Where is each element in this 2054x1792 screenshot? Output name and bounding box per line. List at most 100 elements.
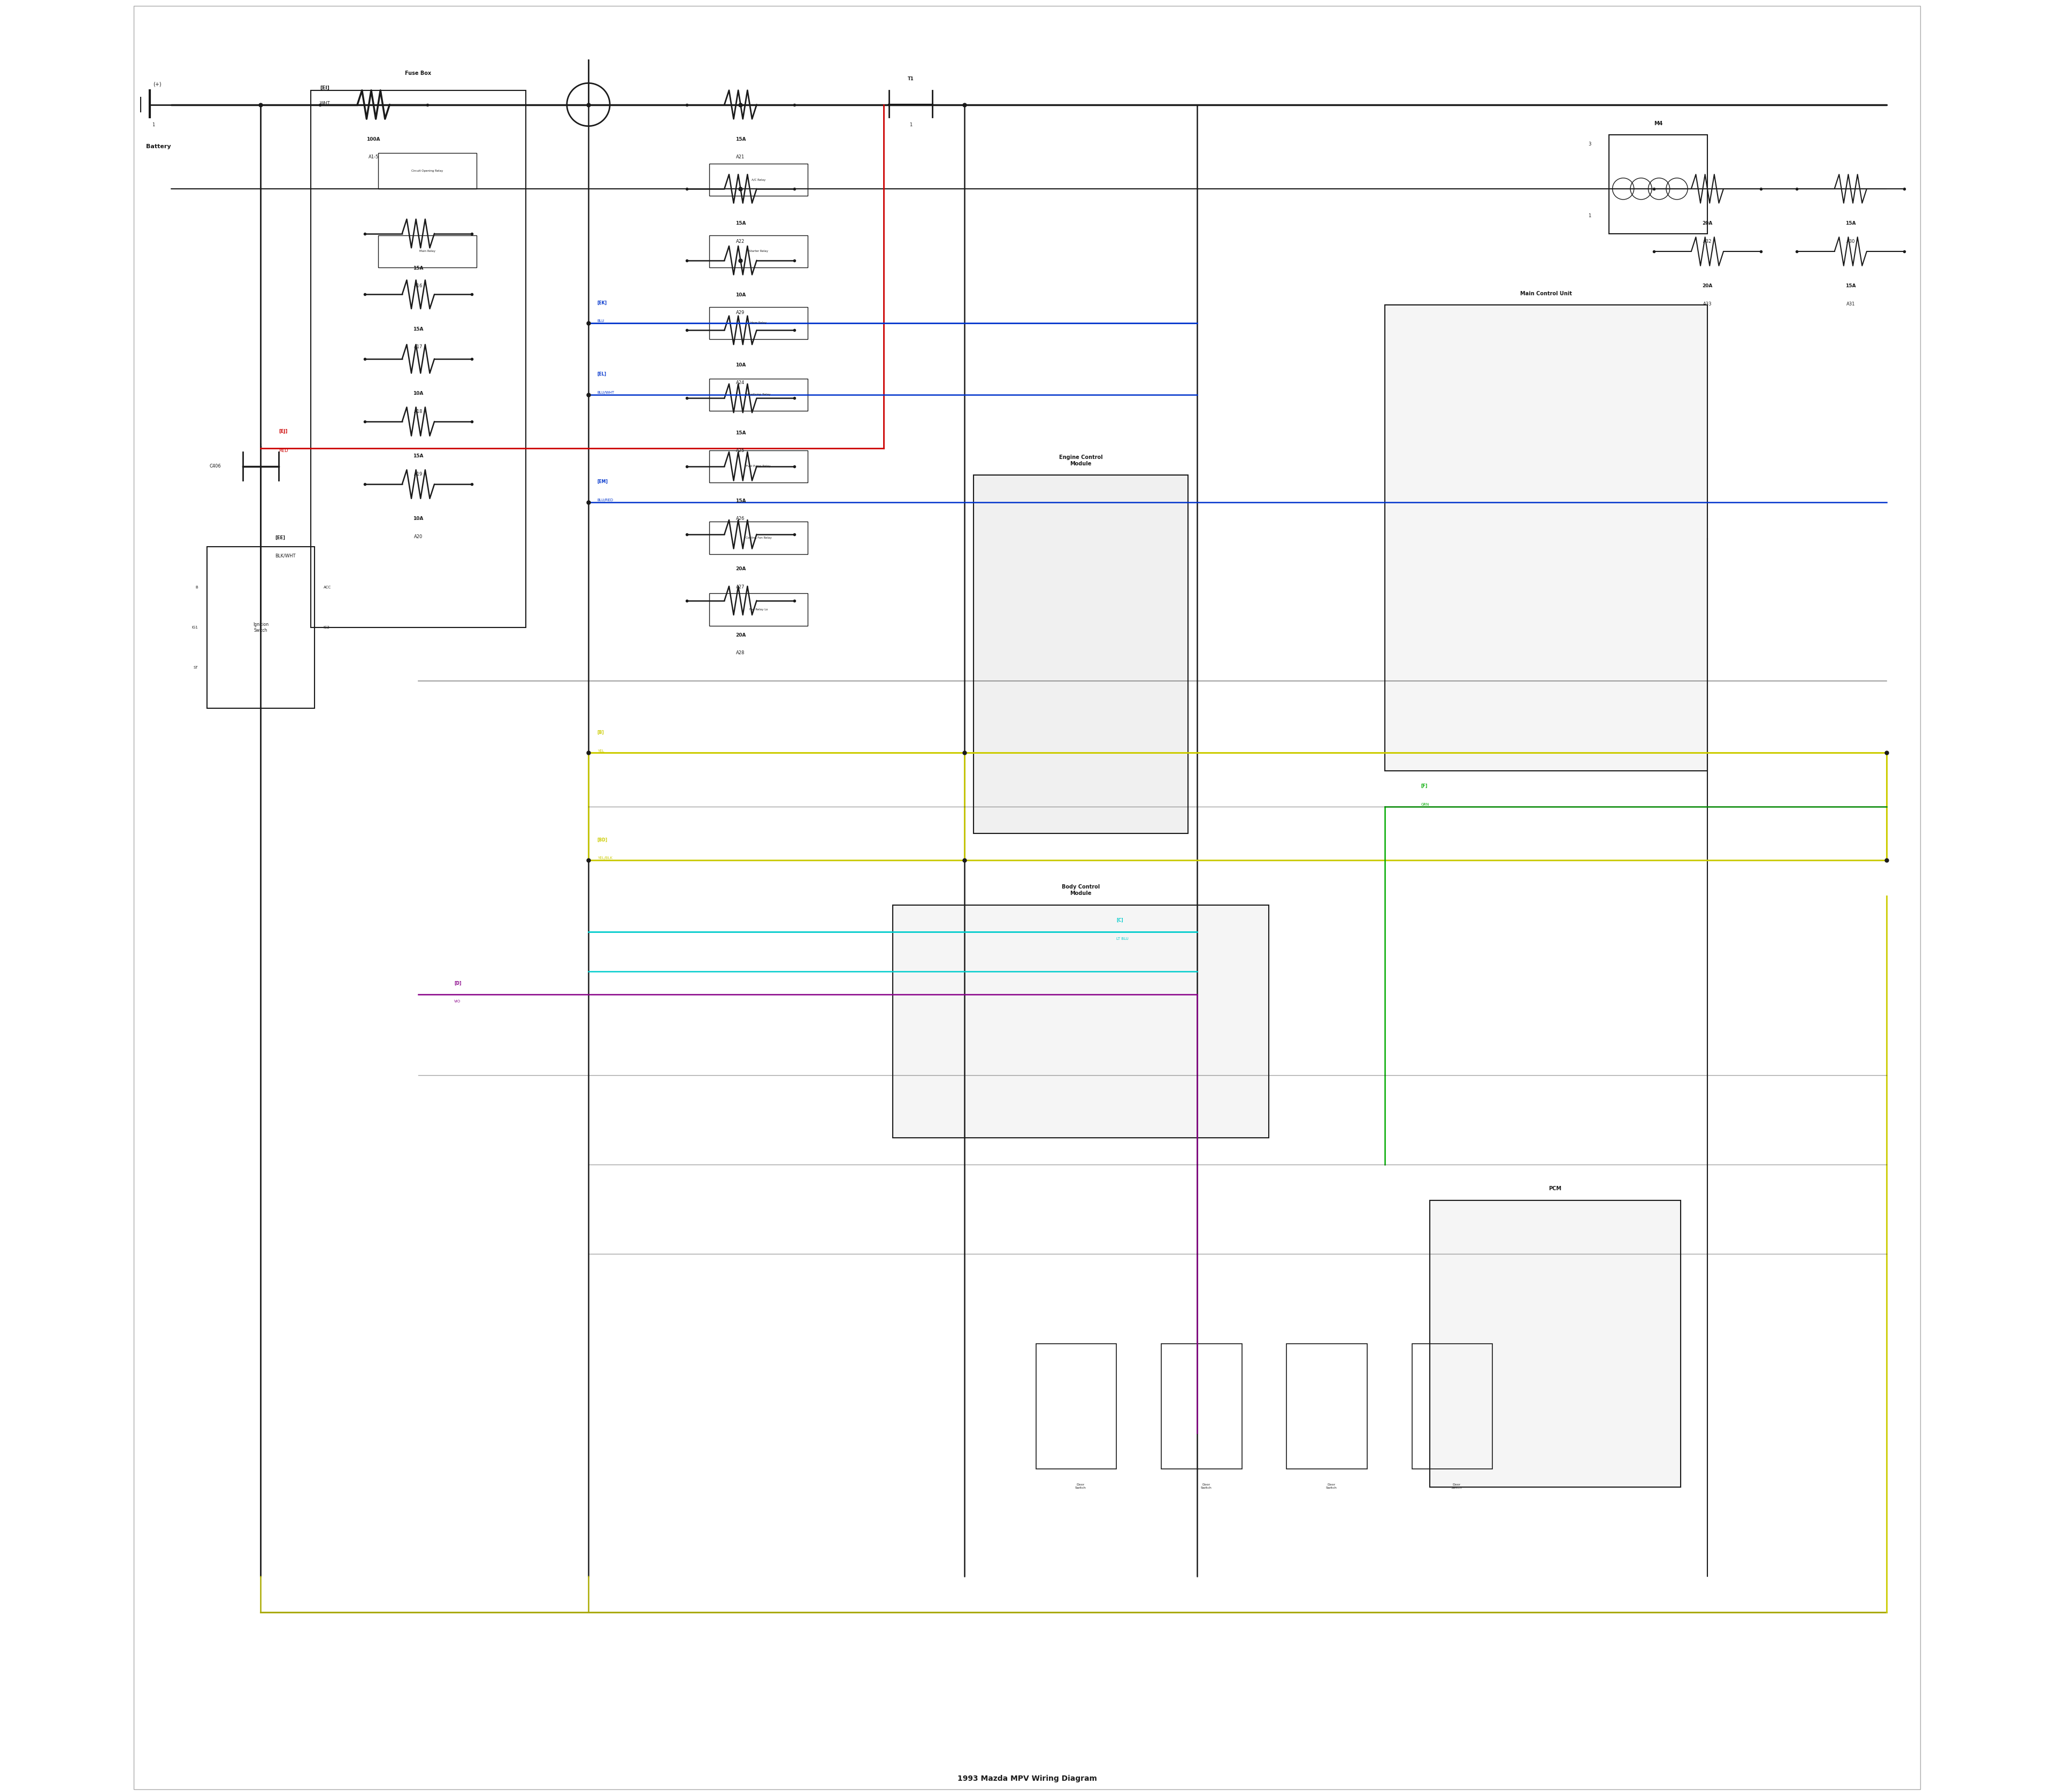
Bar	[587, 753, 1886, 860]
Text: [EL]: [EL]	[598, 373, 606, 376]
Text: GRN: GRN	[1421, 803, 1430, 806]
Text: A20: A20	[415, 534, 423, 539]
Text: A19: A19	[415, 471, 423, 477]
Text: 20A: 20A	[1703, 220, 1713, 226]
Text: 15A: 15A	[413, 453, 423, 459]
Bar	[207, 547, 314, 708]
Text: A30: A30	[1847, 238, 1855, 244]
Bar	[709, 521, 807, 554]
Text: A26: A26	[735, 516, 746, 521]
Text: C406: C406	[210, 464, 222, 470]
Bar	[1608, 134, 1707, 233]
Text: A21: A21	[735, 154, 746, 159]
Text: 15A: 15A	[735, 220, 746, 226]
Text: Headlamp Relay: Headlamp Relay	[746, 392, 770, 396]
Text: Engine Control
Module: Engine Control Module	[1060, 455, 1103, 466]
Text: 10A: 10A	[413, 391, 423, 396]
Bar	[1430, 1201, 1680, 1487]
Text: Fuel Pump Relay: Fuel Pump Relay	[746, 464, 770, 468]
Text: A17: A17	[413, 344, 423, 349]
Bar	[310, 90, 526, 627]
Text: [D]: [D]	[454, 980, 462, 986]
Text: Starter Relay: Starter Relay	[750, 251, 768, 253]
Text: Horn Relay: Horn Relay	[750, 323, 766, 324]
Text: [EJ]: [EJ]	[279, 430, 288, 434]
Text: A32: A32	[1703, 238, 1711, 244]
Text: 10A: 10A	[735, 292, 746, 297]
Text: A31: A31	[1847, 301, 1855, 306]
Bar	[709, 593, 807, 625]
Text: 10A: 10A	[413, 516, 423, 521]
Text: WHT: WHT	[320, 100, 331, 106]
Text: A29: A29	[735, 310, 746, 315]
Text: 15A: 15A	[1844, 220, 1857, 226]
Text: IG2: IG2	[322, 625, 329, 629]
Text: Door
Switch: Door Switch	[1450, 1484, 1462, 1489]
Text: Door
Switch: Door Switch	[1325, 1484, 1337, 1489]
Bar	[1411, 1344, 1493, 1469]
Text: BLU/WHT: BLU/WHT	[598, 391, 614, 394]
Text: 1993 Mazda MPV Wiring Diagram: 1993 Mazda MPV Wiring Diagram	[957, 1774, 1097, 1783]
Text: M4: M4	[1653, 120, 1662, 125]
Text: A27: A27	[735, 584, 746, 590]
Text: 100A: 100A	[368, 136, 380, 142]
Text: 1: 1	[1588, 213, 1592, 219]
Bar	[1161, 1344, 1243, 1469]
Text: PCM: PCM	[1549, 1186, 1561, 1192]
Text: Main Control Unit: Main Control Unit	[1520, 290, 1571, 296]
Bar	[893, 905, 1269, 1138]
Text: BLK/WHT: BLK/WHT	[275, 554, 296, 559]
Text: ST: ST	[193, 667, 197, 670]
Text: [C]: [C]	[1117, 918, 1124, 923]
Text: Circuit Opening Relay: Circuit Opening Relay	[411, 170, 444, 172]
Text: [F]: [F]	[1421, 783, 1428, 788]
Text: RED: RED	[279, 448, 288, 453]
Text: VIO: VIO	[454, 1000, 460, 1004]
Text: 20A: 20A	[735, 566, 746, 572]
Text: Battery: Battery	[146, 143, 170, 149]
Text: 15A: 15A	[735, 136, 746, 142]
Text: Door
Switch: Door Switch	[1200, 1484, 1212, 1489]
Bar	[709, 378, 807, 410]
Text: 1: 1	[152, 122, 154, 127]
Text: A25: A25	[735, 448, 746, 453]
Text: YEL/BLK: YEL/BLK	[598, 857, 612, 860]
Text: 3: 3	[1588, 142, 1592, 147]
Text: [EK]: [EK]	[598, 301, 608, 305]
Bar	[1035, 1344, 1117, 1469]
Text: ACC: ACC	[322, 586, 331, 590]
Bar	[709, 306, 807, 339]
Text: Fan Relay Lo: Fan Relay Lo	[750, 607, 768, 611]
Text: A28: A28	[735, 650, 746, 656]
Text: LT BLU: LT BLU	[1117, 937, 1130, 941]
Text: 15A: 15A	[413, 265, 423, 271]
Text: [EE]: [EE]	[275, 536, 286, 541]
Text: Door
Switch: Door Switch	[1074, 1484, 1087, 1489]
Text: 10A: 10A	[735, 362, 746, 367]
Text: 20A: 20A	[1703, 283, 1713, 289]
Text: Body Control
Module: Body Control Module	[1062, 885, 1099, 896]
Text: YEL: YEL	[598, 749, 604, 753]
Bar	[974, 475, 1187, 833]
Text: A22: A22	[735, 238, 746, 244]
Text: 20A: 20A	[735, 633, 746, 638]
Text: 1: 1	[910, 122, 912, 127]
Text: BLU/RED: BLU/RED	[598, 498, 614, 502]
Text: Cooling Fan Relay: Cooling Fan Relay	[746, 536, 772, 539]
Text: A33: A33	[1703, 301, 1711, 306]
Text: A/C Relay: A/C Relay	[752, 179, 766, 181]
Text: IG1: IG1	[191, 625, 197, 629]
Text: A24: A24	[735, 380, 746, 385]
Text: 1: 1	[259, 444, 263, 448]
Text: 15A: 15A	[735, 430, 746, 435]
Bar	[1286, 1344, 1368, 1469]
Bar	[709, 235, 807, 267]
Text: B: B	[195, 586, 197, 590]
Text: [EM]: [EM]	[598, 480, 608, 484]
Text: BLU: BLU	[598, 319, 604, 323]
Bar	[709, 163, 807, 195]
Text: Fuse Box: Fuse Box	[405, 70, 431, 75]
Text: Ignition
Switch: Ignition Switch	[253, 622, 269, 633]
Text: Main Relay: Main Relay	[419, 251, 435, 253]
Text: [BD]: [BD]	[598, 837, 608, 842]
